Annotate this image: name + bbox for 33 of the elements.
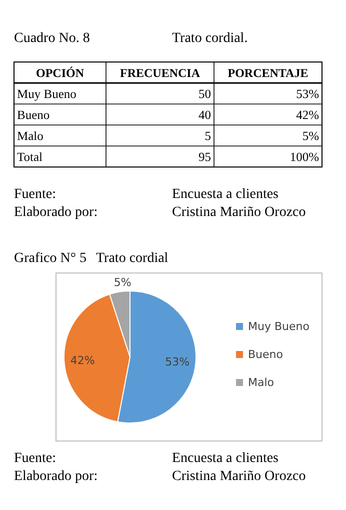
text: 40 — [198, 108, 211, 122]
text: OPCIÓN — [36, 66, 84, 80]
text: Encuesta a clientes — [172, 187, 279, 202]
legend-label: Malo — [248, 376, 274, 389]
text: Malo — [17, 129, 44, 143]
legend-label: Muy Bueno — [248, 320, 310, 333]
text: 100% — [290, 150, 319, 164]
text: PORCENTAJE — [228, 66, 308, 80]
text: Trato cordial. — [172, 31, 248, 46]
source-note: Fuente: — [14, 451, 56, 466]
text: Cristina Mariño Orozco — [172, 469, 306, 484]
text: Muy Bueno — [17, 87, 76, 101]
text: Elaborado por: — [14, 205, 98, 220]
text: 5% — [302, 129, 319, 143]
chart-title: Grafico N° 5 — [14, 251, 86, 266]
text: 42% — [296, 108, 319, 122]
text: FRECUENCIA — [120, 66, 200, 80]
text: Cristina Mariño Orozco — [172, 205, 306, 220]
text: Elaborado por: — [14, 469, 98, 484]
data-label: 53% — [165, 355, 190, 368]
data-label: 5% — [114, 276, 132, 289]
text: Encuesta a clientes — [172, 451, 279, 466]
text: 5 — [204, 129, 211, 143]
source-note: Fuente: — [14, 187, 56, 202]
text: 95 — [198, 150, 211, 164]
text: 50 — [198, 87, 211, 101]
text: Total — [17, 150, 44, 164]
text: Cuadro No. 8 — [14, 31, 90, 46]
chart-subtitle: Trato cordial — [96, 251, 168, 266]
text: 53% — [296, 87, 319, 101]
text: Bueno — [17, 108, 50, 122]
data-label: 42% — [70, 354, 95, 367]
legend-label: Bueno — [248, 348, 284, 361]
